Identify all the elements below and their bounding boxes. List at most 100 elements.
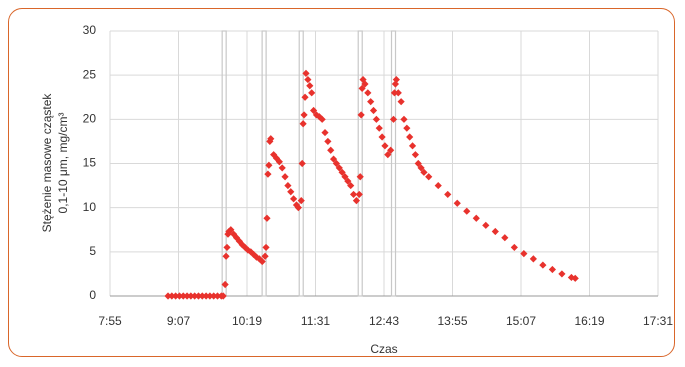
data-point: [281, 173, 289, 181]
data-point: [278, 164, 286, 172]
data-point: [378, 133, 386, 141]
x-tick-label: 17:31: [643, 314, 673, 328]
data-point: [425, 173, 433, 181]
data-point: [352, 197, 361, 205]
x-tick-label: 16:19: [574, 314, 604, 328]
data-point: [206, 292, 214, 300]
data-point: [356, 173, 364, 181]
data-point: [327, 146, 335, 154]
y-tick-label: 10: [83, 200, 97, 214]
data-point: [434, 181, 442, 190]
time-band: [357, 30, 363, 297]
data-point: [406, 133, 414, 141]
data-point: [264, 170, 272, 178]
data-point: [198, 292, 206, 300]
data-point: [222, 252, 230, 260]
data-point: [567, 273, 576, 282]
data-point: [258, 257, 266, 266]
data-point: [548, 265, 556, 274]
data-point: [315, 113, 323, 121]
data-point: [335, 164, 343, 172]
x-tick-label: 10:19: [232, 314, 262, 328]
data-point: [420, 168, 428, 176]
data-point: [183, 292, 191, 300]
data-point: [571, 274, 579, 282]
data-point: [444, 190, 452, 199]
data-point: [223, 243, 231, 252]
data-point: [403, 124, 411, 132]
data-point: [332, 159, 341, 168]
chart-card: [8, 8, 675, 357]
data-point: [318, 115, 326, 123]
data-point: [463, 207, 471, 215]
data-point: [221, 280, 229, 289]
y-axis-label: 0,1-10 μm, mg/cm³: [56, 113, 70, 214]
data-point: [381, 142, 389, 150]
y-tick-label: 5: [89, 244, 96, 258]
data-point: [294, 204, 302, 212]
data-point: [290, 195, 298, 203]
data-point: [287, 188, 295, 196]
data-point: [539, 261, 547, 269]
data-point: [308, 89, 316, 97]
data-point: [263, 214, 271, 222]
data-point: [411, 151, 419, 159]
time-band: [261, 30, 267, 297]
data-point: [213, 292, 222, 300]
x-tick-label: 7:55: [98, 314, 122, 328]
data-point: [297, 197, 305, 205]
data-point: [252, 253, 261, 261]
data-point: [265, 161, 273, 169]
data-point: [414, 159, 422, 168]
y-tick-label: 15: [83, 156, 97, 170]
data-point: [284, 181, 292, 190]
data-point: [227, 226, 235, 234]
data-point: [501, 234, 509, 242]
y-axis-label: Stężenie masowe cząstek: [40, 93, 54, 233]
y-tick-label: 25: [83, 67, 97, 81]
y-tick-label: 0: [89, 288, 96, 302]
data-point: [262, 243, 270, 252]
data-point: [202, 292, 210, 300]
data-point: [400, 115, 408, 123]
data-point: [491, 227, 499, 236]
data-point: [172, 292, 180, 300]
data-point: [520, 250, 528, 258]
data-point: [187, 292, 195, 300]
x-tick-label: 9:07: [167, 314, 191, 328]
x-tick-label: 13:55: [437, 314, 467, 328]
data-point: [510, 243, 518, 252]
y-tick-label: 30: [83, 23, 97, 37]
x-tick-label: 12:43: [369, 314, 399, 328]
data-point: [367, 98, 375, 106]
data-point: [472, 214, 480, 222]
x-tick-label: 11:31: [301, 314, 330, 328]
data-point: [358, 84, 366, 93]
data-point: [391, 80, 400, 88]
data-point: [482, 221, 490, 229]
data-point: [408, 142, 417, 150]
data-point: [306, 82, 314, 90]
data-point: [384, 151, 392, 159]
data-point: [357, 111, 365, 119]
data-point: [558, 270, 566, 278]
data-point: [394, 89, 402, 97]
data-point: [390, 89, 399, 97]
data-point: [175, 292, 184, 300]
data-point: [341, 173, 349, 181]
data-point: [179, 292, 187, 300]
data-point: [375, 124, 383, 132]
data-point: [275, 158, 283, 166]
data-point: [194, 292, 203, 300]
data-point: [298, 159, 306, 168]
data-point: [361, 80, 369, 88]
data-point: [321, 128, 329, 137]
time-band: [390, 30, 397, 297]
data-point: [272, 154, 281, 162]
x-axis-label: Czas: [370, 342, 397, 356]
data-point: [255, 255, 263, 263]
data-point: [324, 137, 332, 146]
data-point: [261, 252, 269, 260]
data-point: [529, 255, 537, 263]
